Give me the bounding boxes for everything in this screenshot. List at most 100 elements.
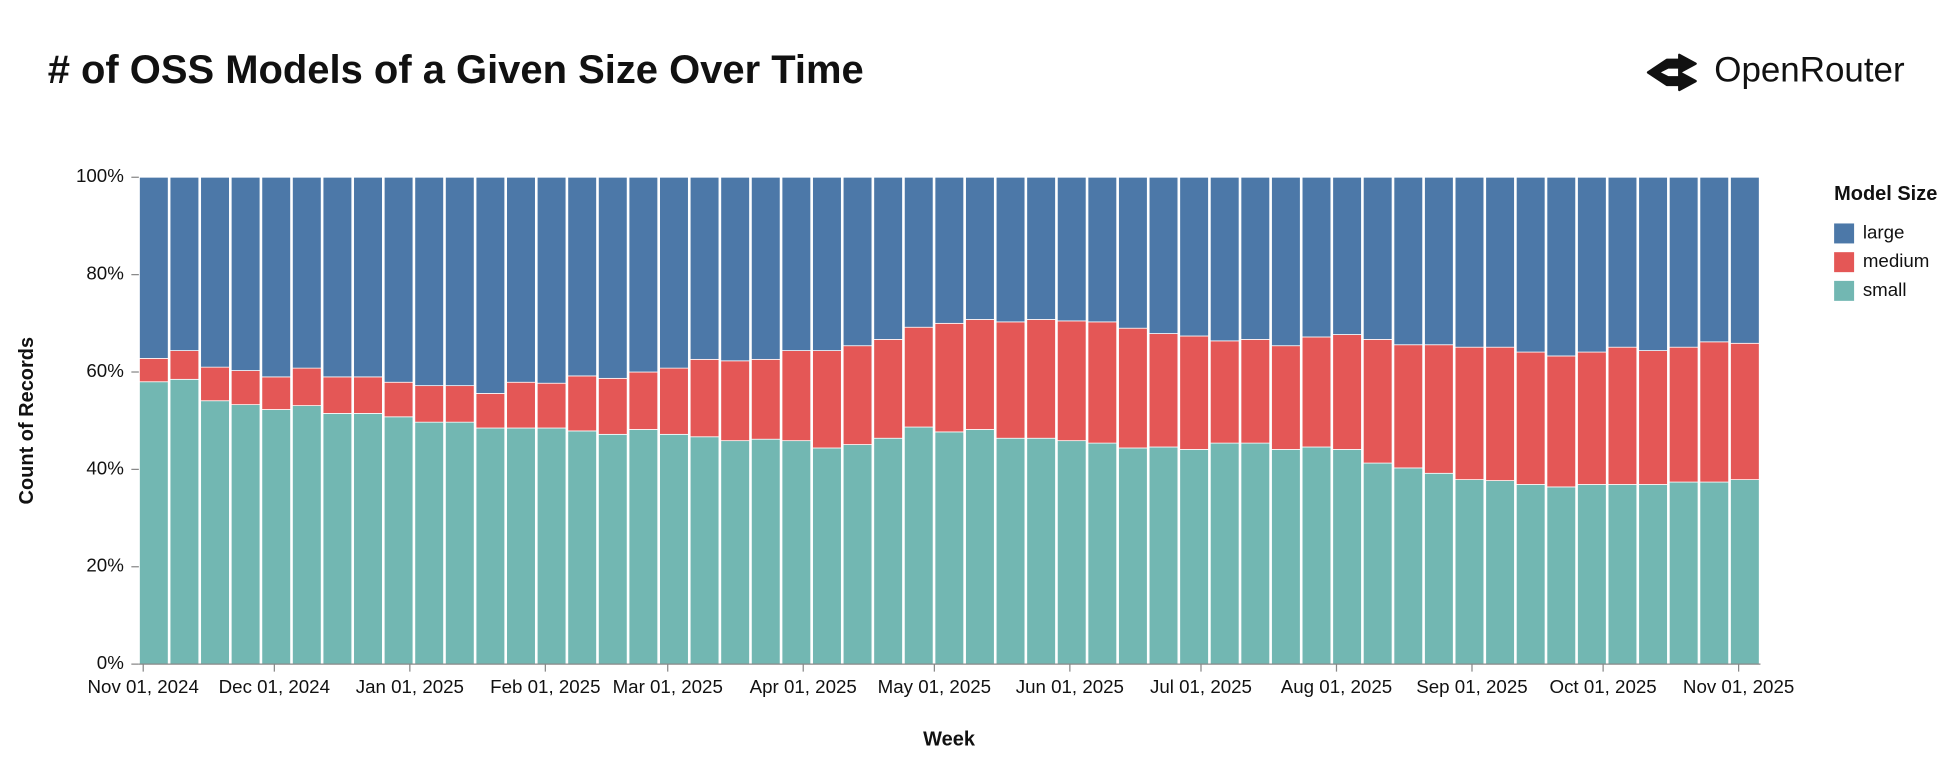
bar-segment (139, 381, 169, 665)
bar-segment (261, 376, 291, 410)
bar-segment (873, 437, 903, 665)
y-tick-label: 20% (86, 555, 123, 576)
x-tick-label: Mar 01, 2025 (613, 676, 723, 697)
legend-title: Model Size (1834, 183, 1937, 205)
bar-segment (383, 176, 414, 383)
bar-segment (1424, 176, 1454, 346)
bar-segment (169, 176, 200, 351)
bar-segment (1546, 355, 1577, 488)
bar-segment (1454, 346, 1485, 480)
bar-segment (842, 444, 873, 665)
bar-segment (475, 427, 506, 665)
bar-segment (659, 367, 689, 435)
bar-segment (1393, 176, 1424, 346)
bar-segment (1056, 320, 1087, 442)
bar-segment (1577, 484, 1607, 665)
bar-segment (812, 350, 842, 449)
bar-segment (536, 176, 567, 384)
bar-segment (1485, 480, 1515, 665)
bar-segment (842, 345, 873, 445)
bar-segment (1638, 176, 1668, 351)
bar-segment (445, 385, 475, 423)
bar-segment (169, 350, 200, 380)
bar-segment (230, 176, 261, 371)
bar-segment (1026, 319, 1056, 439)
bar-segment (1454, 479, 1485, 665)
bar-segment (1577, 351, 1607, 485)
bar-segment (873, 339, 903, 439)
bar-segment (598, 176, 628, 379)
bar-segment (965, 319, 995, 430)
bar-segment (965, 429, 995, 665)
x-tick-label: Sep 01, 2025 (1416, 676, 1527, 697)
y-tick-label: 100% (76, 165, 124, 186)
bar-segment (506, 176, 536, 383)
x-tick-label: May 01, 2025 (878, 676, 991, 697)
bar-segment (812, 447, 842, 665)
bar-segment (628, 371, 659, 430)
bar-segment (689, 358, 720, 438)
bar-segment (536, 427, 567, 665)
bar-segment (292, 405, 322, 665)
x-tick-label: Nov 01, 2025 (1683, 676, 1794, 697)
bar-segment (536, 382, 567, 429)
bar-segment (445, 176, 475, 387)
bar-segment (475, 176, 506, 394)
bar-segment (1332, 334, 1362, 450)
bar-segment (1240, 442, 1271, 665)
bar-segment (1362, 176, 1393, 340)
bar-segment (261, 176, 291, 378)
bar-segment (322, 176, 353, 378)
bar-segment (1087, 176, 1118, 323)
bar-segment (292, 367, 322, 406)
bar-segment (904, 426, 934, 665)
y-tick-label: 60% (86, 360, 123, 381)
bar-segment (1179, 176, 1209, 337)
bar-segment (1209, 442, 1240, 665)
bar-segment (383, 416, 414, 665)
legend-swatch (1834, 280, 1855, 301)
bar-segment (1179, 449, 1209, 665)
bar-segment (353, 413, 383, 665)
bar-segment (1546, 176, 1577, 357)
bar-segment (995, 437, 1026, 665)
x-axis-title: Week (923, 729, 976, 751)
bar-segment (1699, 176, 1729, 343)
y-tick-label: 80% (86, 263, 123, 284)
bar-segment (1056, 176, 1087, 322)
bar-segment (598, 433, 628, 665)
bar-segment (1240, 176, 1271, 340)
bar-segment (1668, 481, 1699, 665)
bar-segment (1301, 336, 1332, 448)
legend-label: small (1863, 279, 1907, 300)
bar-segment (1485, 176, 1515, 348)
bar-segment (1332, 176, 1362, 335)
bar-segment (781, 350, 812, 442)
bar-segment (1087, 321, 1118, 444)
bar-segment (995, 321, 1026, 439)
bar-segment (1699, 481, 1729, 665)
bar-segment (842, 176, 873, 347)
bar-segment (1301, 446, 1332, 665)
y-axis-title: Count of Records (16, 337, 38, 505)
legend-swatch (1834, 252, 1855, 273)
bar-segment (873, 176, 903, 340)
x-tick-label: Jun 01, 2025 (1016, 676, 1124, 697)
legend-swatch (1834, 223, 1855, 244)
bar-segment (1209, 340, 1240, 444)
bar-segment (689, 176, 720, 360)
bar-segment (1607, 346, 1638, 485)
bar-segment (904, 176, 934, 328)
bar-segment (567, 375, 597, 432)
bar-segment (1730, 479, 1760, 665)
bar-segment (1515, 176, 1546, 353)
bar-segment (720, 440, 750, 665)
bar-segment (475, 393, 506, 429)
bar-segment (383, 381, 414, 418)
bar-segment (965, 176, 995, 320)
bar-segment (659, 433, 689, 665)
bar-segment (506, 381, 536, 429)
bar-segment (200, 400, 230, 665)
